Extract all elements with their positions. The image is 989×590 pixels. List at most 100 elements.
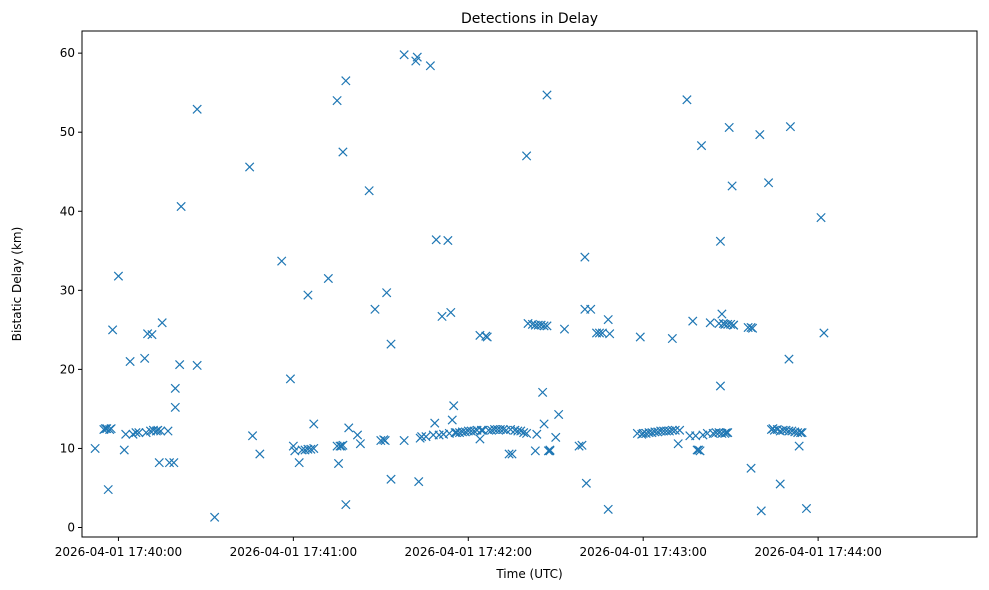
data-point (382, 288, 392, 298)
x-tick-label: 2026-04-01 17:44:00 (754, 545, 881, 559)
data-point (192, 360, 202, 371)
data-point (113, 271, 124, 281)
x-tick-label: 2026-04-01 17:40:00 (55, 545, 182, 559)
data-point (801, 503, 812, 514)
data-point (309, 443, 319, 454)
data-point (153, 425, 163, 435)
data-point (580, 252, 590, 262)
data-point (727, 181, 737, 191)
y-tick-label: 0 (67, 521, 75, 535)
data-point (577, 440, 587, 450)
data-point (107, 325, 118, 335)
x-tick-label: 2026-04-01 17:43:00 (579, 545, 706, 559)
data-point (333, 458, 344, 469)
data-point (519, 428, 529, 438)
data-point (148, 425, 159, 435)
data-point (421, 431, 431, 442)
data-point (705, 318, 715, 328)
data-point (255, 449, 265, 459)
data-point (163, 426, 173, 436)
data-point (785, 122, 796, 132)
data-point (795, 428, 806, 438)
data-point (747, 323, 758, 333)
data-point (323, 273, 333, 284)
data-point (476, 425, 487, 435)
data-point (285, 374, 296, 384)
data-point (446, 307, 456, 318)
data-point (755, 129, 765, 140)
data-point (332, 95, 342, 106)
data-point (425, 61, 436, 71)
data-point (134, 428, 144, 438)
data-point (539, 419, 549, 429)
y-tick-label: 50 (60, 125, 75, 139)
data-point (210, 512, 220, 522)
data-point (819, 328, 829, 338)
data-point (341, 76, 351, 86)
data-point (450, 428, 460, 438)
data-point (176, 201, 186, 212)
data-point (443, 235, 453, 246)
data-point (154, 458, 164, 468)
data-point (775, 479, 785, 489)
data-point (119, 445, 129, 455)
data-point (696, 141, 707, 151)
data-point (386, 474, 396, 484)
data-point (338, 440, 348, 450)
data-point (376, 435, 386, 446)
data-point (667, 333, 677, 344)
data-point (675, 425, 685, 435)
data-point (170, 402, 180, 412)
data-point (537, 387, 548, 397)
y-tick-label: 30 (60, 283, 75, 297)
data-point (594, 328, 605, 338)
data-point (169, 458, 179, 468)
data-point (437, 311, 447, 322)
y-tick-label: 10 (60, 441, 75, 455)
data-point (586, 304, 596, 314)
data-point (309, 419, 319, 429)
data-point (380, 435, 390, 446)
x-axis: 2026-04-01 17:40:00 2026-04-01 17:41:00 20… (55, 537, 882, 559)
data-point (247, 431, 258, 441)
data-point (539, 321, 549, 331)
data-point (717, 309, 727, 319)
data-point (797, 428, 807, 438)
data-point (475, 434, 485, 444)
y-tick-label: 20 (60, 362, 75, 376)
data-point (170, 383, 180, 393)
data-point (559, 324, 570, 334)
data-point (715, 381, 726, 391)
data-point (430, 418, 440, 428)
data-point (469, 426, 479, 436)
data-point (447, 415, 457, 425)
y-tick-label: 40 (60, 204, 75, 218)
data-point (667, 425, 677, 435)
data-point (192, 104, 202, 114)
data-point (386, 339, 396, 349)
data-point (245, 162, 255, 172)
data-point (635, 332, 645, 342)
data-point (277, 256, 287, 266)
data-point (545, 446, 555, 456)
data-point (581, 478, 591, 488)
x-axis-label: Time (UTC) (495, 567, 562, 581)
data-point (673, 439, 683, 449)
data-point (794, 441, 804, 451)
data-point (746, 463, 756, 473)
data-point (102, 424, 112, 434)
data-point (106, 424, 116, 434)
data-point (121, 429, 131, 439)
data-point (338, 147, 348, 157)
data-point (521, 151, 532, 161)
data-point (164, 458, 175, 468)
data-point (691, 431, 701, 441)
data-point (530, 446, 540, 456)
data-point (793, 428, 803, 438)
data-point (728, 320, 739, 330)
data-point (542, 90, 552, 100)
data-point (125, 356, 135, 367)
data-point (341, 499, 351, 510)
data-point (335, 441, 345, 451)
